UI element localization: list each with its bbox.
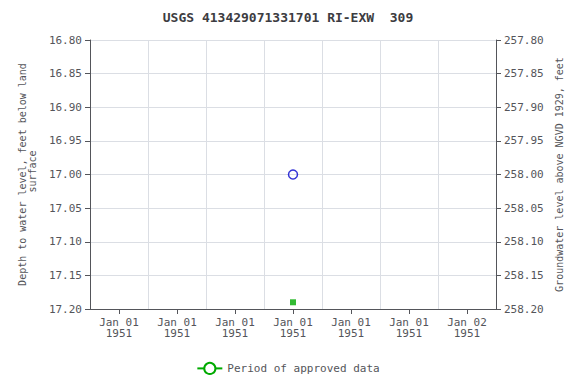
svg-text:Jan 01: Jan 01 [99,316,139,329]
svg-text:Jan 01: Jan 01 [331,316,371,329]
svg-text:17.05: 17.05 [49,202,82,215]
svg-text:Jan 02: Jan 02 [447,316,487,329]
svg-text:Depth to water level, feet bel: Depth to water level, feet below land [17,63,29,286]
svg-text:16.90: 16.90 [49,101,82,114]
svg-text:surface: surface [27,150,38,198]
svg-text:1951: 1951 [280,327,307,340]
svg-text:258.05: 258.05 [504,202,544,215]
svg-text:1951: 1951 [222,327,249,340]
svg-text:17.15: 17.15 [49,269,82,282]
svg-text:258.00: 258.00 [504,168,544,181]
svg-text:16.80: 16.80 [49,34,82,47]
svg-text:1951: 1951 [106,327,133,340]
svg-text:Jan 01: Jan 01 [157,316,197,329]
svg-text:257.90: 257.90 [504,101,544,114]
svg-text:257.85: 257.85 [504,67,544,80]
svg-text:1951: 1951 [164,327,191,340]
svg-text:Jan 01: Jan 01 [215,316,255,329]
svg-text:16.95: 16.95 [49,134,82,147]
svg-text:Groundwater level above NGVD 1: Groundwater level above NGVD 1929, feet [554,57,565,292]
svg-text:17.10: 17.10 [49,235,82,248]
svg-text:1951: 1951 [396,327,423,340]
svg-text:Jan 01: Jan 01 [389,316,429,329]
svg-text:17.00: 17.00 [49,168,82,181]
svg-text:258.20: 258.20 [504,303,544,316]
svg-text:USGS 413429071331701 RI-EXW 3: USGS 413429071331701 RI-EXW 309 [163,10,413,25]
svg-text:257.80: 257.80 [504,34,544,47]
svg-text:1951: 1951 [454,327,481,340]
svg-text:16.85: 16.85 [49,67,82,80]
svg-text:257.95: 257.95 [504,134,544,147]
svg-text:258.10: 258.10 [504,235,544,248]
svg-text:258.15: 258.15 [504,269,544,282]
svg-text:1951: 1951 [338,327,365,340]
svg-text:17.20: 17.20 [49,303,82,316]
svg-text:Jan 01: Jan 01 [273,316,313,329]
svg-text:Period of approved data: Period of approved data [227,362,379,375]
